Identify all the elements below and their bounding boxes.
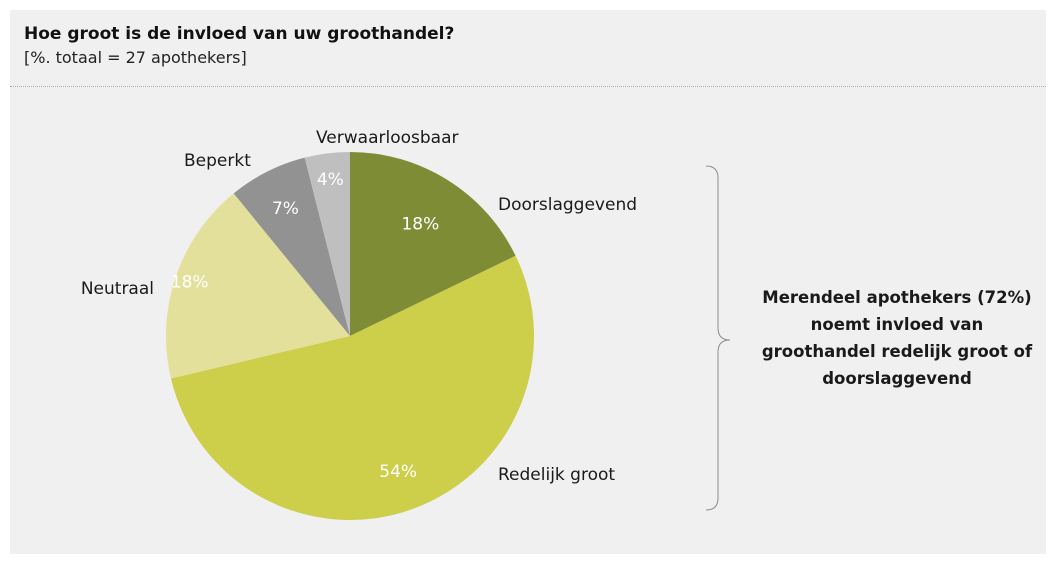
category-label: Neutraal [81,279,154,299]
value-label: 18% [171,273,209,293]
chart-title: Hoe groot is de invloed van uw groothand… [24,24,455,44]
value-label: 7% [272,199,299,219]
category-label: Doorslaggevend [498,195,637,215]
value-label: 4% [317,170,344,190]
title-divider [10,86,1046,87]
value-label: 54% [379,462,417,482]
pie-slice-doorslaggevend [350,152,516,336]
annotation-text: Merendeel apothekers (72%) noemt invloed… [761,288,1033,388]
pie-slice-beperkt [233,157,350,336]
category-label: Beperkt [184,151,251,171]
pie-slice-neutraal [166,193,350,379]
annotation-brace [705,165,731,511]
category-label: Redelijk groot [498,465,615,485]
pie-slice-verwaarloosbaar [304,152,350,336]
category-label: Verwaarloosbaar [316,128,458,148]
value-label: 18% [401,215,439,235]
pie-slice-redelijk-groot [170,255,534,521]
chart-subtitle: [%. totaal = 27 apothekers] [24,48,247,67]
